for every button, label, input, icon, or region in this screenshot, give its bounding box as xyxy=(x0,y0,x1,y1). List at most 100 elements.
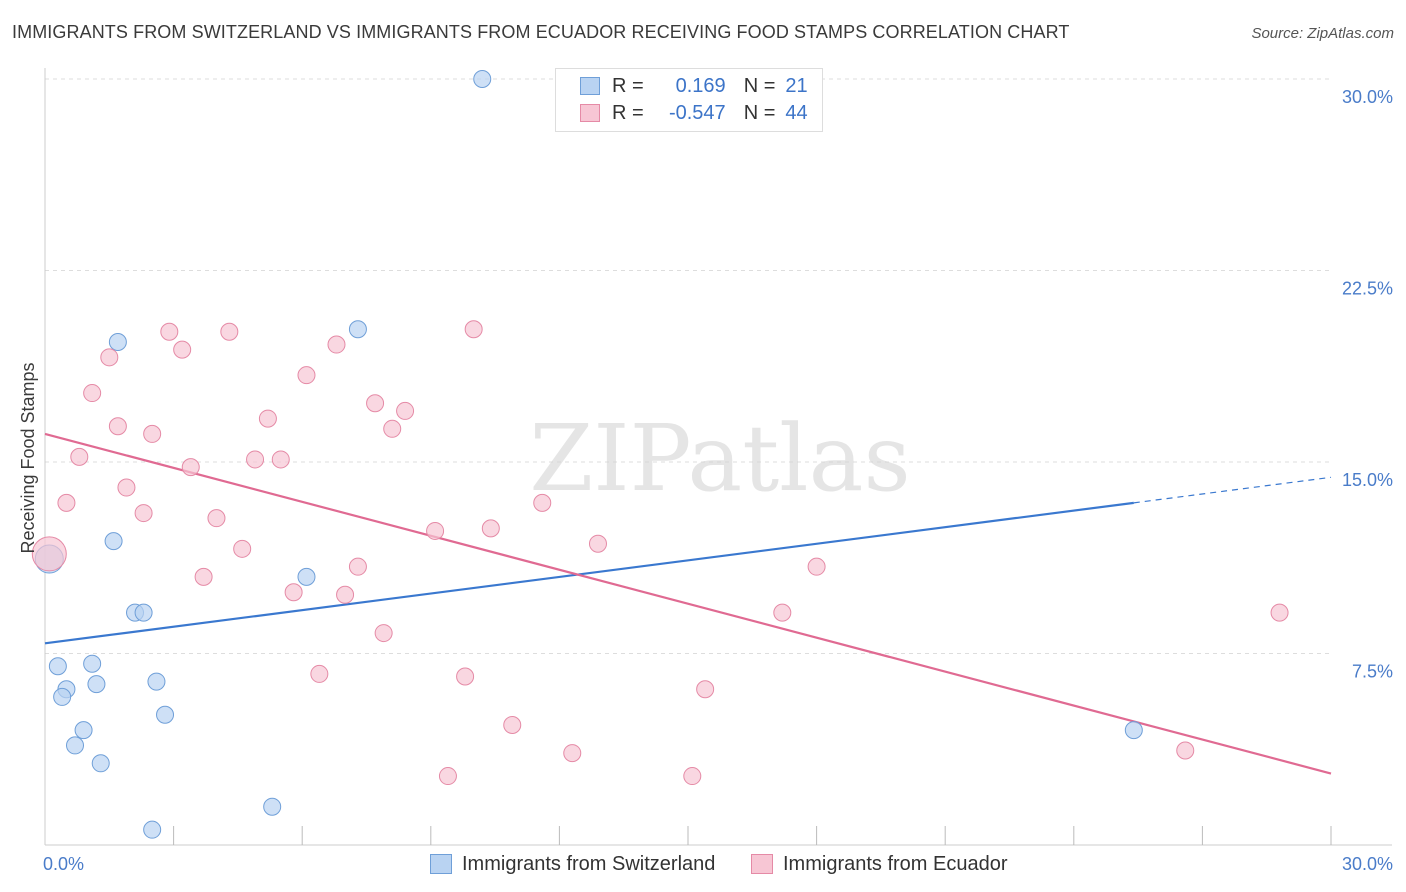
tick-labels: 7.5% 15.0% 22.5% 30.0% 0.0% 30.0% xyxy=(43,87,1393,874)
data-point-ecuador-43 xyxy=(1176,741,1195,760)
data-point-ecuador-25 xyxy=(481,519,500,538)
data-point-switzerland-15 xyxy=(74,721,93,740)
data-point-ecuador-3 xyxy=(464,320,483,339)
data-point-ecuador-11 xyxy=(258,409,277,428)
x-tick-label-0: 0.0% xyxy=(43,854,84,874)
data-point-ecuador-29 xyxy=(807,557,826,576)
data-point-switzerland-17 xyxy=(91,754,110,773)
legend-row-switzerland: R = 0.169 N = 21 xyxy=(580,73,808,99)
legend-r-ecuador: -0.547 xyxy=(668,101,726,124)
data-point-ecuador-22 xyxy=(134,504,153,523)
data-point-ecuador-41 xyxy=(438,767,457,786)
data-point-ecuador-38 xyxy=(696,680,715,699)
data-point-switzerland-19 xyxy=(143,820,162,839)
data-point-ecuador-9 xyxy=(366,394,385,413)
data-point-ecuador-6 xyxy=(327,335,346,354)
data-point-ecuador-34 xyxy=(1270,603,1289,622)
correlation-legend: R = 0.169 N = 21 R = -0.547 N = 44 xyxy=(555,68,823,132)
data-point-switzerland-6 xyxy=(134,603,153,622)
legend-r-label: R = xyxy=(612,101,644,124)
bottom-swatch-ecuador xyxy=(751,854,773,874)
data-point-ecuador-8 xyxy=(83,384,102,403)
watermark: ZIPatlas xyxy=(529,405,910,512)
data-point-ecuador-35 xyxy=(374,624,393,643)
data-point-switzerland-11 xyxy=(87,675,106,694)
legend-n-label: N = xyxy=(743,74,776,97)
data-point-switzerland-18 xyxy=(263,797,282,816)
bottom-legend-ecuador: Immigrants from Ecuador xyxy=(751,852,1008,876)
bottom-swatch-switzerland xyxy=(430,854,452,874)
data-point-switzerland-3 xyxy=(348,320,367,339)
data-point-ecuador-23 xyxy=(207,509,226,528)
data-points xyxy=(31,70,1289,839)
legend-swatch-switzerland xyxy=(580,77,600,95)
data-point-ecuador-16 xyxy=(246,450,265,469)
data-point-ecuador-32 xyxy=(336,585,355,604)
data-point-ecuador-2 xyxy=(220,322,239,341)
data-point-switzerland-20 xyxy=(1124,721,1143,740)
legend-n-ecuador: 44 xyxy=(785,101,808,124)
chart-title: IMMIGRANTS FROM SWITZERLAND VS IMMIGRANT… xyxy=(12,22,1070,42)
data-point-ecuador-28 xyxy=(348,557,367,576)
data-point-switzerland-2 xyxy=(473,70,492,88)
data-point-ecuador-40 xyxy=(563,744,582,763)
axes xyxy=(44,68,1392,846)
data-point-ecuador-36 xyxy=(310,664,329,683)
data-point-switzerland-16 xyxy=(66,736,85,755)
y-tick-label-2: 22.5% xyxy=(1342,279,1393,299)
data-point-switzerland-12 xyxy=(147,672,166,691)
data-point-ecuador-20 xyxy=(57,493,76,512)
data-point-ecuador-7 xyxy=(297,366,316,385)
data-point-ecuador-15 xyxy=(70,447,89,466)
legend-swatch-ecuador xyxy=(580,104,600,122)
data-point-ecuador-33 xyxy=(773,603,792,622)
data-point-ecuador-27 xyxy=(233,539,252,558)
data-point-ecuador-24 xyxy=(426,521,445,540)
y-tick-label-0: 7.5% xyxy=(1352,662,1393,682)
y-axis-label: Receiving Food Stamps xyxy=(18,362,38,553)
data-point-ecuador-37 xyxy=(456,667,475,686)
data-point-ecuador-0 xyxy=(31,536,67,572)
data-point-ecuador-18 xyxy=(181,458,200,477)
data-point-switzerland-9 xyxy=(83,654,102,673)
data-point-switzerland-13 xyxy=(53,687,72,706)
legend-row-ecuador: R = -0.547 N = 44 xyxy=(580,100,808,126)
legend-n-switzerland: 21 xyxy=(785,74,808,97)
bottom-legend-label-switzerland: Immigrants from Switzerland xyxy=(462,852,716,875)
data-point-ecuador-12 xyxy=(108,417,127,436)
data-point-ecuador-30 xyxy=(194,567,213,586)
data-point-ecuador-13 xyxy=(383,419,402,438)
bottom-legend-switzerland: Immigrants from Switzerland xyxy=(430,852,715,876)
trendline-switzerland xyxy=(44,501,1134,645)
data-point-ecuador-39 xyxy=(503,715,522,734)
data-point-ecuador-31 xyxy=(284,583,303,602)
y-tick-label-3: 30.0% xyxy=(1342,87,1393,107)
source-note: Source: ZipAtlas.com xyxy=(1251,25,1394,42)
legend-r-switzerland: 0.169 xyxy=(675,74,726,97)
data-point-ecuador-42 xyxy=(683,767,702,786)
legend-r-label: R = xyxy=(612,74,644,97)
data-point-switzerland-7 xyxy=(297,567,316,586)
data-point-ecuador-1 xyxy=(160,322,179,341)
grid-lines xyxy=(45,78,1331,654)
data-point-switzerland-14 xyxy=(156,705,175,724)
data-point-ecuador-10 xyxy=(396,401,415,420)
trendline-switzerland-extension xyxy=(1133,476,1332,504)
data-point-ecuador-19 xyxy=(117,478,136,497)
data-point-ecuador-26 xyxy=(588,534,607,553)
data-point-switzerland-1 xyxy=(108,332,127,351)
data-point-switzerland-4 xyxy=(104,532,123,551)
data-point-ecuador-4 xyxy=(173,340,192,359)
trendline-ecuador xyxy=(44,432,1332,775)
data-point-switzerland-8 xyxy=(48,657,67,676)
legend-n-label: N = xyxy=(743,101,776,124)
data-point-ecuador-14 xyxy=(143,424,162,443)
x-tick-label-1: 30.0% xyxy=(1342,854,1393,874)
bottom-legend-label-ecuador: Immigrants from Ecuador xyxy=(783,852,1008,875)
data-point-ecuador-5 xyxy=(100,348,119,367)
data-point-ecuador-21 xyxy=(533,493,552,512)
trendlines xyxy=(44,432,1332,775)
y-tick-label-1: 15.0% xyxy=(1342,470,1393,490)
data-point-ecuador-17 xyxy=(271,450,290,469)
